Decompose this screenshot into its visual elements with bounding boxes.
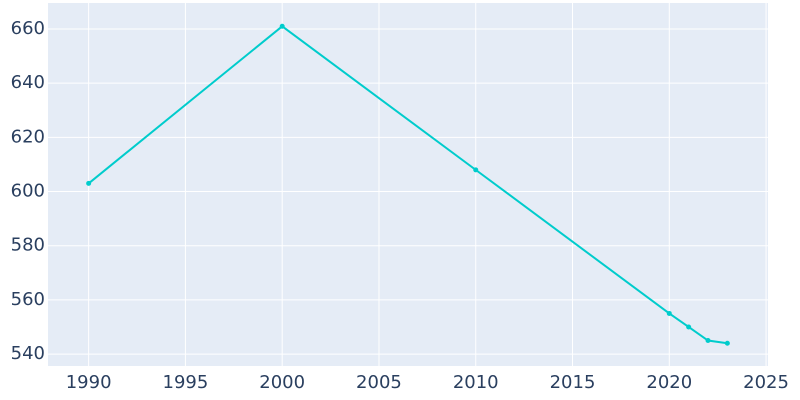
y-tick-label: 560 <box>11 289 45 310</box>
x-tick-label: 2005 <box>356 372 402 393</box>
y-tick-label: 620 <box>11 126 45 147</box>
x-tick-label: 1990 <box>66 372 112 393</box>
data-point <box>279 23 285 29</box>
data-point <box>473 167 479 173</box>
x-tick-label: 2020 <box>646 372 692 393</box>
y-tick-label: 580 <box>11 235 45 256</box>
data-point <box>705 338 711 344</box>
y-tick-label: 600 <box>11 181 45 202</box>
y-tick-label: 540 <box>11 343 45 364</box>
x-tick-label: 2000 <box>259 372 305 393</box>
x-tick-label: 2025 <box>743 372 789 393</box>
x-tick-label: 2015 <box>550 372 596 393</box>
plot-background <box>48 3 768 366</box>
data-point <box>86 180 92 186</box>
data-point <box>724 340 730 346</box>
y-tick-label: 640 <box>11 72 45 93</box>
data-point <box>686 324 692 330</box>
data-point <box>666 310 672 316</box>
x-tick-label: 1995 <box>163 372 209 393</box>
y-tick-label: 660 <box>11 18 45 39</box>
x-tick-label: 2010 <box>453 372 499 393</box>
